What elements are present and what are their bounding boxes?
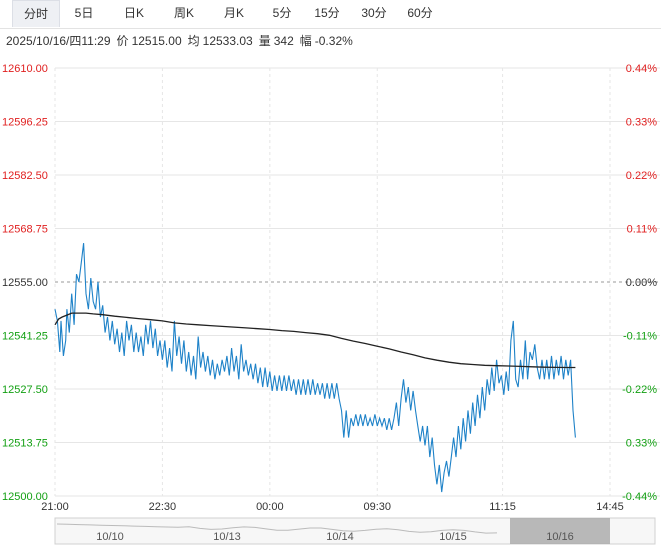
y-tick-right: 0.22% [626, 170, 657, 182]
y-tick-left: 12527.50 [2, 384, 48, 396]
quote-datetime: 2025/10/16/四11:29 [6, 34, 111, 48]
navigator-date-label: 10/14 [326, 531, 354, 543]
x-tick-label: 00:00 [256, 501, 284, 513]
y-tick-left: 12582.50 [2, 170, 48, 182]
chart-period-tabs: 分时 5日 日K 周K 月K 5分 15分 30分 60分 [0, 0, 661, 29]
quote-avg: 12533.03 [202, 34, 253, 48]
x-tick-label: 11:15 [489, 501, 516, 513]
tab-5[interactable]: 5分 [272, 6, 292, 20]
y-tick-right: 0.44% [626, 63, 657, 75]
navigator-date-label: 10/10 [96, 531, 124, 543]
quote-info-bar: 2025/10/16/四11:29 价 12515.00 均 12533.03 量 342 幅… [6, 32, 359, 50]
y-tick-right: -0.44% [622, 491, 657, 503]
y-tick-left: 12513.75 [2, 438, 48, 450]
tab-2[interactable]: 日K [123, 6, 144, 20]
quote-price: 12515.00 [131, 34, 182, 48]
y-tick-right: 0.33% [626, 117, 657, 129]
y-tick-left: 12568.75 [2, 224, 48, 236]
tab-1[interactable]: 5日 [74, 6, 94, 20]
navigator-date-label: 10/16 [546, 531, 574, 543]
x-tick-label: 09:30 [363, 501, 391, 513]
y-tick-right: 0.11% [627, 224, 658, 236]
y-tick-right: -0.11% [623, 331, 657, 343]
y-tick-left: 12596.25 [2, 117, 48, 129]
quote-volume-label: 量 [258, 34, 271, 48]
quote-change-label: 幅 [299, 34, 312, 48]
x-tick-label: 22:30 [149, 501, 177, 513]
intraday-price-chart[interactable]: 12610.00 0.44% 12596.25 0.33% 12582.50 0.22% 1… [0, 52, 661, 547]
navigator-date-label: 10/15 [439, 531, 467, 543]
x-tick-label: 21:00 [41, 501, 69, 513]
x-tick-label: 14:45 [596, 501, 624, 513]
tab-7[interactable]: 30分 [361, 6, 387, 20]
tab-8[interactable]: 60分 [407, 6, 433, 20]
average-line [54, 312, 576, 369]
y-tick-right: 0.33% [626, 438, 657, 450]
y-tick-left: 12555.00 [2, 277, 48, 289]
y-tick-right: -0.22% [622, 384, 657, 396]
tab-3[interactable]: 周K [173, 6, 194, 20]
quote-avg-label: 均 [187, 34, 200, 48]
tab-4[interactable]: 月K [223, 6, 244, 20]
tab-6[interactable]: 15分 [314, 6, 340, 20]
y-tick-left: 12541.25 [2, 331, 48, 343]
y-tick-left: 12500.00 [2, 491, 48, 503]
price-line [54, 243, 576, 493]
quote-volume: 342 [273, 34, 294, 48]
range-navigator-selection[interactable] [510, 518, 610, 544]
y-tick-left: 12610.00 [2, 63, 48, 75]
tab-0[interactable]: 分时 [12, 0, 60, 27]
navigator-date-label: 10/13 [213, 531, 241, 543]
quote-price-label: 价 [116, 34, 129, 48]
navigator-mini-line [56, 523, 498, 534]
y-tick-right: 0.00% [626, 277, 657, 289]
quote-change: -0.32% [314, 34, 353, 48]
